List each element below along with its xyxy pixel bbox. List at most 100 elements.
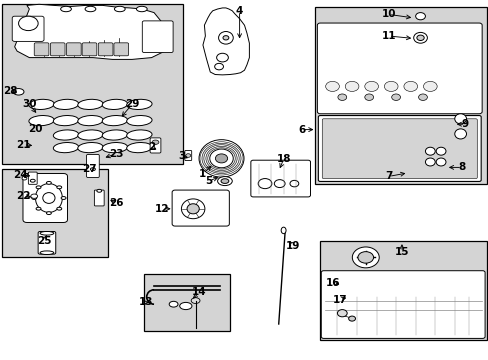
FancyBboxPatch shape	[318, 116, 480, 181]
Text: 4: 4	[235, 6, 243, 16]
FancyBboxPatch shape	[321, 271, 484, 338]
Ellipse shape	[19, 16, 38, 31]
FancyBboxPatch shape	[142, 21, 173, 53]
Ellipse shape	[348, 316, 355, 321]
Ellipse shape	[13, 89, 24, 95]
Ellipse shape	[454, 129, 466, 139]
FancyBboxPatch shape	[12, 16, 44, 41]
Ellipse shape	[43, 193, 55, 203]
Ellipse shape	[205, 146, 237, 171]
Text: 3: 3	[178, 151, 185, 161]
FancyBboxPatch shape	[114, 43, 128, 56]
FancyBboxPatch shape	[150, 138, 161, 153]
Ellipse shape	[78, 130, 103, 140]
Ellipse shape	[29, 99, 54, 109]
Text: 20: 20	[28, 124, 42, 134]
FancyBboxPatch shape	[50, 43, 65, 56]
Ellipse shape	[152, 140, 159, 144]
FancyBboxPatch shape	[34, 43, 49, 56]
Text: 23: 23	[109, 149, 123, 159]
Ellipse shape	[31, 194, 38, 198]
Ellipse shape	[221, 179, 228, 184]
Ellipse shape	[223, 36, 228, 40]
Ellipse shape	[22, 176, 27, 180]
Polygon shape	[15, 4, 168, 59]
Ellipse shape	[61, 197, 66, 199]
Ellipse shape	[102, 116, 127, 126]
Ellipse shape	[102, 99, 127, 109]
Ellipse shape	[357, 252, 373, 263]
FancyBboxPatch shape	[322, 119, 476, 179]
FancyBboxPatch shape	[317, 23, 481, 114]
Ellipse shape	[46, 181, 51, 184]
FancyBboxPatch shape	[315, 7, 486, 184]
Polygon shape	[203, 8, 249, 75]
Ellipse shape	[215, 154, 227, 163]
Ellipse shape	[102, 130, 127, 140]
Ellipse shape	[78, 116, 103, 126]
Text: 21: 21	[16, 140, 31, 150]
Ellipse shape	[126, 143, 152, 153]
Text: 7: 7	[384, 171, 392, 181]
Ellipse shape	[186, 204, 199, 214]
Ellipse shape	[289, 180, 298, 187]
Ellipse shape	[61, 6, 71, 12]
Ellipse shape	[258, 179, 271, 189]
FancyBboxPatch shape	[172, 190, 229, 226]
FancyBboxPatch shape	[94, 190, 104, 206]
Ellipse shape	[36, 186, 41, 189]
Ellipse shape	[202, 143, 241, 174]
Ellipse shape	[40, 251, 54, 255]
Text: 9: 9	[461, 119, 468, 129]
Text: 14: 14	[192, 287, 206, 297]
FancyBboxPatch shape	[82, 43, 97, 56]
Ellipse shape	[114, 6, 125, 12]
Ellipse shape	[425, 158, 434, 166]
Ellipse shape	[40, 231, 54, 235]
Ellipse shape	[364, 81, 378, 91]
Ellipse shape	[36, 207, 41, 210]
Ellipse shape	[126, 99, 152, 109]
Ellipse shape	[57, 207, 61, 210]
Ellipse shape	[345, 81, 358, 91]
Text: 30: 30	[22, 99, 37, 109]
Ellipse shape	[207, 148, 235, 169]
Text: 19: 19	[285, 240, 300, 251]
Ellipse shape	[102, 143, 127, 153]
FancyBboxPatch shape	[98, 43, 113, 56]
Text: 28: 28	[3, 86, 18, 96]
Ellipse shape	[97, 189, 102, 192]
FancyBboxPatch shape	[184, 150, 191, 161]
Ellipse shape	[435, 147, 445, 155]
Text: 17: 17	[332, 294, 346, 305]
Ellipse shape	[53, 143, 79, 153]
Ellipse shape	[325, 81, 339, 91]
Ellipse shape	[337, 310, 346, 317]
Ellipse shape	[454, 114, 466, 124]
Text: 26: 26	[109, 198, 123, 208]
Ellipse shape	[384, 81, 397, 91]
Text: 25: 25	[37, 236, 51, 246]
Text: 22: 22	[16, 191, 31, 201]
Text: 12: 12	[155, 204, 169, 214]
Ellipse shape	[78, 99, 103, 109]
Ellipse shape	[216, 53, 228, 62]
Ellipse shape	[90, 168, 95, 171]
Ellipse shape	[53, 116, 79, 126]
Ellipse shape	[416, 35, 424, 40]
Ellipse shape	[364, 94, 373, 100]
FancyBboxPatch shape	[2, 169, 107, 257]
Text: 10: 10	[381, 9, 395, 19]
Text: 5: 5	[205, 176, 212, 186]
Ellipse shape	[126, 130, 152, 140]
Ellipse shape	[185, 154, 190, 157]
FancyBboxPatch shape	[23, 174, 67, 222]
Text: 27: 27	[81, 164, 96, 174]
Ellipse shape	[53, 130, 79, 140]
Ellipse shape	[218, 31, 233, 44]
Ellipse shape	[36, 184, 62, 212]
Text: 8: 8	[458, 162, 465, 172]
Ellipse shape	[136, 6, 147, 12]
Text: 24: 24	[13, 170, 28, 180]
Text: 29: 29	[124, 99, 139, 109]
